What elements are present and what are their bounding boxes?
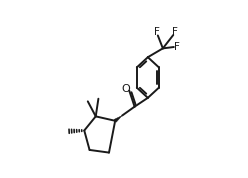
Text: O: O: [121, 84, 130, 94]
Text: F: F: [172, 27, 178, 38]
Text: F: F: [154, 27, 160, 38]
Polygon shape: [114, 116, 122, 122]
Text: F: F: [174, 42, 180, 52]
